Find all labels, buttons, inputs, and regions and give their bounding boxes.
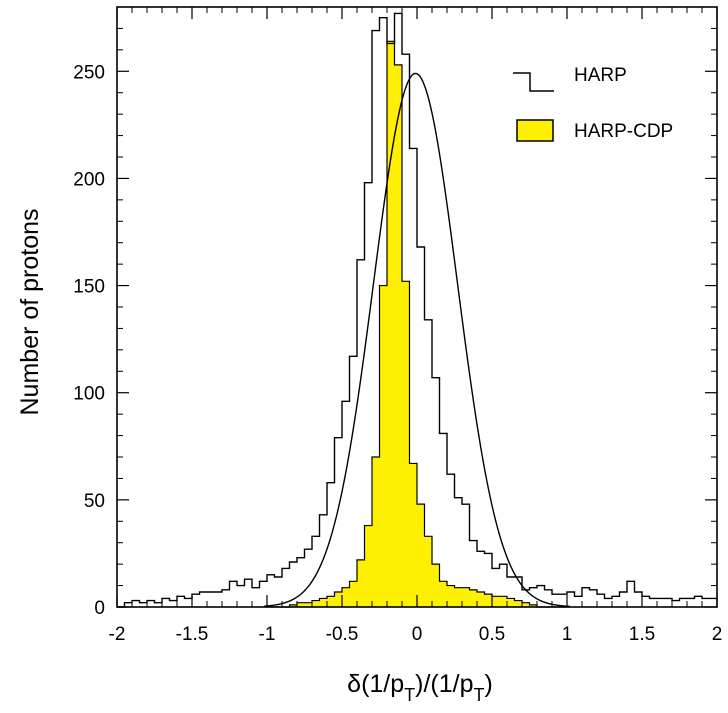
harp-cdp-bar <box>507 598 515 607</box>
harp-cdp-bar <box>364 525 372 607</box>
axes: -2 -1.5 -1 -0.5 0 0.5 1 1.5 2 0 50 100 150 200 250 <box>73 6 723 645</box>
x-tick-label: -1.5 <box>176 624 209 645</box>
x-axis-title: δ(1/pT)/(1/pT) <box>347 670 493 705</box>
harp-cdp-bar <box>484 594 492 607</box>
harp-cdp-bar <box>529 604 537 607</box>
y-tick-label: 200 <box>73 169 105 190</box>
y-axis-title: Number of protons <box>16 208 44 415</box>
x-tick-label: -0.5 <box>326 624 359 645</box>
harp-cdp-bar <box>477 592 485 607</box>
harp-cdp-outline <box>267 40 567 608</box>
x-tick-label: 2 <box>712 624 723 645</box>
harp-cdp-bar <box>439 581 447 607</box>
legend-harp-swatch <box>513 72 554 92</box>
harp-cdp-bar <box>492 596 500 607</box>
x-tick-label: -1 <box>259 624 276 645</box>
gaussian-fit-curve <box>263 72 571 608</box>
x-tick-label: 0.5 <box>479 624 505 645</box>
y-tick-label: 250 <box>73 62 105 83</box>
y-tick-label: 0 <box>94 598 105 619</box>
harp-cdp-bar <box>402 281 410 607</box>
legend-harp-cdp-swatch <box>516 119 554 142</box>
x-tick-label: 0 <box>412 624 423 645</box>
harp-cdp-bar <box>297 602 305 607</box>
harp-cdp-bar <box>289 604 297 607</box>
harp-cdp-bar <box>357 559 365 607</box>
y-tick-label: 150 <box>73 277 105 298</box>
harp-cdp-bar <box>394 64 402 608</box>
harp-cdp-bar <box>469 589 477 607</box>
harp-cdp-bar <box>522 602 530 607</box>
y-tick-label: 50 <box>84 491 105 512</box>
x-tick-label: 1.5 <box>629 624 655 645</box>
x-tick-label: 1 <box>562 624 573 645</box>
harp-cdp-bar <box>387 41 395 608</box>
plot-area <box>117 12 717 608</box>
harp-cdp-bar <box>454 587 462 607</box>
harp-cdp-bar <box>342 587 350 607</box>
harp-cdp-bar <box>432 564 440 607</box>
harp-cdp-bar <box>319 598 327 607</box>
harp-cdp-bar <box>304 602 312 607</box>
harp-cdp-bar <box>409 463 417 607</box>
legend-harp-label: HARP <box>574 65 627 86</box>
harp-cdp-bar <box>417 504 425 607</box>
harp-cdp-bar <box>379 285 387 607</box>
harp-cdp-bar <box>514 600 522 607</box>
y-tick-label: 100 <box>73 384 105 405</box>
legend-harp-cdp-label: HARP-CDP <box>574 121 673 142</box>
harp-cdp-bar <box>349 581 357 607</box>
legend: HARP HARP-CDP <box>513 65 673 142</box>
harp-cdp-bar <box>372 457 380 607</box>
harp-cdp-bar <box>312 600 320 607</box>
harp-cdp-bar <box>334 592 342 607</box>
harp-cdp-bar <box>327 596 335 607</box>
x-tick-label: -2 <box>109 624 126 645</box>
harp-cdp-bar <box>462 587 470 607</box>
harp-cdp-bar <box>424 536 432 607</box>
harp-cdp-bar <box>499 596 507 607</box>
harp-cdp-bar <box>447 585 455 607</box>
harp-step-series <box>117 12 717 608</box>
